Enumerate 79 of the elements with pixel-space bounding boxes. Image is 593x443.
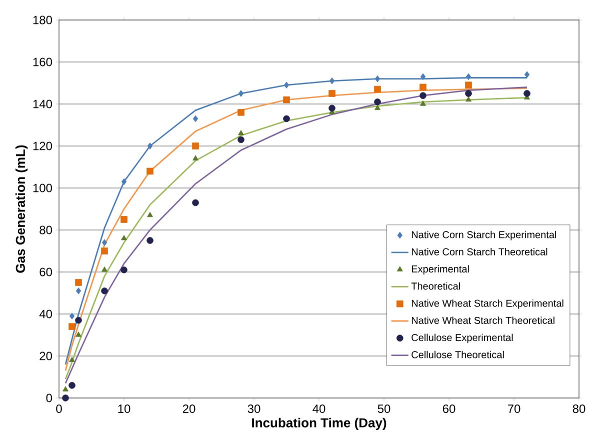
y-tick-label: 100 [33, 184, 52, 192]
y-tick-label: 40 [39, 310, 52, 318]
x-tick-label: 10 [118, 404, 130, 414]
point [283, 115, 290, 122]
point [374, 104, 380, 110]
point [101, 248, 108, 254]
legend-label: Cellulose Theoretical [412, 350, 504, 358]
x-tick-label: 80 [572, 404, 586, 414]
point [147, 142, 153, 150]
point [420, 84, 426, 91]
legend-label: Native Corn Starch Experimental [412, 230, 556, 240]
point [374, 86, 381, 93]
x-tick-label: 0 [56, 404, 62, 414]
point [146, 168, 154, 175]
point [68, 323, 76, 330]
point [62, 386, 68, 392]
point [76, 332, 82, 337]
point [102, 266, 108, 272]
point [62, 394, 69, 402]
legend-label: Cellulose Experimental [412, 334, 513, 344]
x-tick-label: 30 [248, 404, 260, 414]
y-tick-label: 60 [40, 268, 52, 276]
x-tick-label: 50 [378, 404, 390, 414]
point [68, 382, 76, 389]
y-tick-label: 120 [33, 142, 52, 150]
point [121, 234, 127, 240]
legend-label: Theoretical [411, 282, 460, 290]
point [146, 237, 154, 244]
point [524, 90, 530, 97]
point [76, 287, 82, 294]
point [466, 73, 472, 80]
point [147, 212, 153, 218]
legend-label: Experimental [412, 265, 469, 274]
point [283, 96, 290, 104]
y-tick-label: 160 [33, 58, 52, 66]
point [420, 73, 426, 80]
legend-label: Native Corn Starch Theoretical [412, 248, 548, 256]
point [328, 104, 336, 112]
point [328, 90, 336, 97]
point [192, 115, 198, 122]
point [524, 71, 530, 78]
point [120, 266, 128, 274]
point [238, 108, 244, 116]
x-tick-label: 40 [312, 404, 326, 414]
point [102, 239, 108, 246]
point [374, 98, 381, 106]
point [75, 279, 82, 286]
x-tick-label: 20 [182, 404, 196, 414]
point [120, 216, 128, 223]
legend-label: Native Wheat Starch Theoretical [412, 316, 554, 324]
x-tick-label: 60 [442, 404, 456, 414]
point [69, 312, 75, 320]
y-tick-label: 180 [33, 16, 52, 24]
point [69, 356, 75, 362]
point [374, 75, 380, 82]
x-tick-label: 70 [508, 404, 520, 414]
point [238, 130, 244, 136]
point [420, 92, 426, 99]
point [329, 77, 335, 84]
point [465, 82, 472, 88]
point [465, 90, 472, 97]
point [75, 316, 82, 324]
y-tick-label: 140 [33, 100, 52, 108]
point [238, 136, 244, 144]
point [466, 96, 472, 102]
legend-label: Native Wheat Starch Experimental [412, 299, 564, 309]
x-axis-title: Incubation Time (Day) [252, 418, 386, 430]
y-tick-label: 20 [40, 352, 52, 360]
point [121, 178, 127, 186]
point [192, 155, 198, 160]
point [284, 82, 290, 88]
point [101, 287, 108, 294]
point [192, 199, 199, 206]
y-axis-title: Gas Generation (mL) [15, 145, 28, 273]
point [238, 90, 244, 97]
point [420, 100, 426, 106]
point [192, 142, 199, 150]
y-tick-label: 80 [40, 226, 52, 234]
y-tick-label: 0 [46, 394, 52, 402]
